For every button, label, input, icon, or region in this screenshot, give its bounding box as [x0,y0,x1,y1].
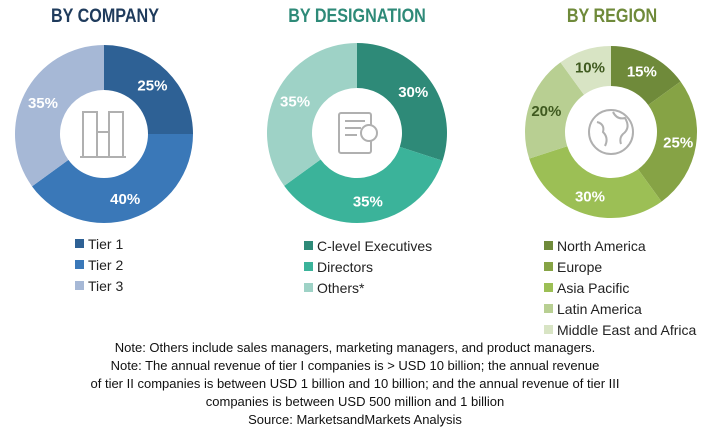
legend-swatch [304,262,313,271]
legend-swatch [75,260,84,269]
legend-item: Europe [544,256,696,277]
data-label: 30% [575,189,605,206]
note-line: of tier II companies is between USD 1 bi… [90,376,620,391]
legend-designation: C-level Executives Directors Others* [304,235,432,298]
note-line: Note: Others include sales managers, mar… [114,340,596,355]
chart-title-company: BY COMPANY [50,6,159,27]
certificate-icon [338,112,378,154]
data-label: 35% [353,194,383,211]
chart-title-designation: BY DESIGNATION [288,6,426,27]
data-label: 25% [137,78,167,95]
legend-item: Tier 1 [75,233,123,254]
donut-slice [560,46,611,95]
donut-slice [357,43,447,161]
legend-company: Tier 1 Tier 2 Tier 3 [75,233,123,296]
legend-swatch [544,325,553,334]
legend-label: Asia Pacific [557,279,630,296]
legend-label: C-level Executives [317,237,433,254]
legend-swatch [75,239,84,248]
data-label: 15% [627,63,657,80]
donut-slice [31,134,194,223]
legend-label: North America [557,237,646,254]
buildings-icon [80,111,126,158]
globe-icon [588,109,634,155]
legend-label: Directors [317,258,374,275]
data-label: 10% [575,59,605,76]
note-line: Note: The annual revenue of tier I compa… [110,358,600,373]
legend-swatch [544,241,553,250]
donut-slice [525,62,584,159]
legend-item: Asia Pacific [544,277,696,298]
legend-region: North America Europe Asia Pacific Latin Ame… [544,235,696,340]
chart-title-region: BY REGION [566,6,658,27]
notes: Note: Others include sales managers, mar… [0,339,710,429]
note-line: companies is between USD 500 million and… [205,394,505,409]
donut-slice [529,146,662,218]
legend-swatch [544,304,553,313]
legend-swatch [304,283,313,292]
legend-item: C-level Executives [304,235,432,256]
donut-slice [638,81,697,202]
note-line: Source: MarketsandMarkets Analysis [248,412,462,427]
donut-slice [15,45,104,187]
legend-item: Tier 2 [75,254,123,275]
legend-item: Middle East and Africa [544,319,696,340]
legend-label: Europe [557,258,603,275]
legend-label: Tier 2 [88,256,124,273]
donut-slice [284,146,443,223]
legend-item: Directors [304,256,432,277]
legend-label: Others* [317,279,365,296]
legend-label: Middle East and Africa [557,321,697,338]
legend-swatch [544,283,553,292]
donut-slice [267,43,357,186]
donut-slice [611,46,681,105]
donut-slice [104,45,193,134]
legend-item: Others* [304,277,432,298]
legend-item: Tier 3 [75,275,123,296]
legend-label: Tier 1 [88,235,124,252]
legend-item: Latin America [544,298,696,319]
data-label: 25% [663,135,693,152]
legend-label: Tier 3 [88,277,124,294]
legend-swatch [544,262,553,271]
data-label: 35% [280,93,310,110]
data-label: 20% [531,103,561,120]
data-label: 30% [398,84,428,101]
legend-item: North America [544,235,696,256]
legend-swatch [304,241,313,250]
legend-label: Latin America [557,300,642,317]
legend-swatch [75,281,84,290]
data-label: 35% [28,95,58,112]
data-label: 40% [110,191,140,208]
